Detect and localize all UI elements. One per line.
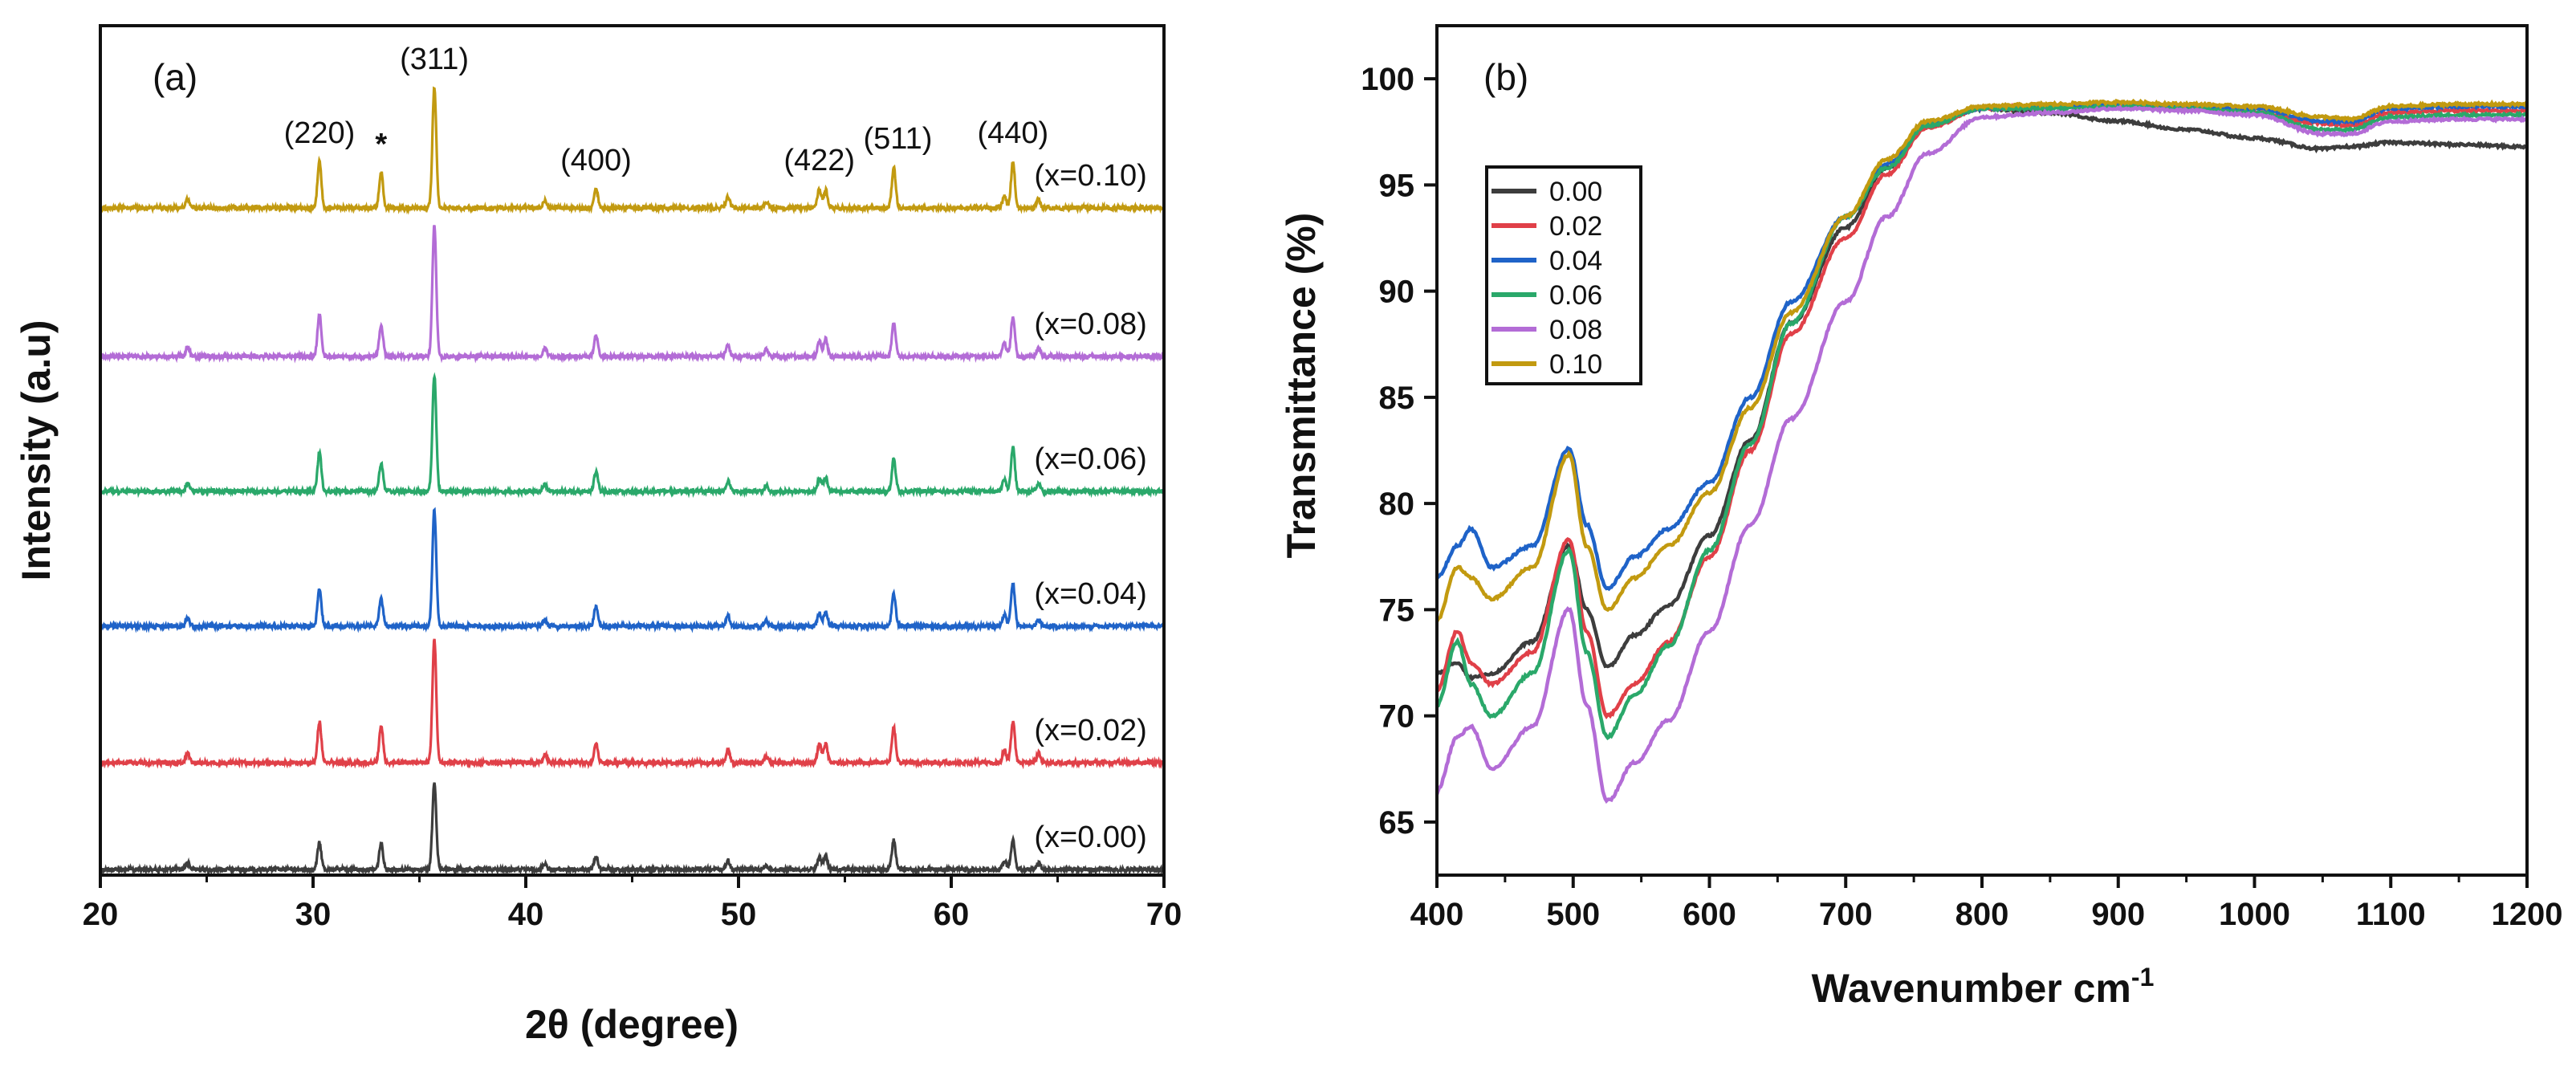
xrd-series-line <box>99 86 1166 215</box>
ftir-legend-label: 0.06 <box>1549 280 1602 311</box>
xrd-series-label: (x=0.06) <box>1034 442 1146 476</box>
ftir-legend-label: 0.02 <box>1549 211 1602 242</box>
ftir-y-ticks: 65 70 75 80 85 90 95 100 <box>1361 62 1437 841</box>
xrd-peak-annotation: (440) <box>977 116 1048 150</box>
ftir-y-axis-label: Transmittance (%) <box>1279 213 1324 559</box>
xrd-series-label: (x=0.02) <box>1034 714 1146 747</box>
ftir-x-tick-label: 1100 <box>2356 897 2426 932</box>
ftir-series-group <box>1435 98 2529 804</box>
ftir-x-tick-label: 800 <box>1955 897 2009 932</box>
xrd-x-tick-label: 20 <box>83 897 119 932</box>
ftir-y-tick-label: 75 <box>1379 593 1415 628</box>
ftir-x-tick-label: 1000 <box>2219 897 2290 932</box>
xrd-x-tick-label: 60 <box>934 897 970 932</box>
xrd-peak-annotations: (220) * (311) (400) (422) (511) (440) <box>284 43 1049 177</box>
ftir-legend-label: 0.00 <box>1549 177 1602 207</box>
ftir-x-tick-label: 1200 <box>2492 897 2563 932</box>
ftir-legend-label: 0.08 <box>1549 315 1602 345</box>
xrd-series-line <box>99 638 1166 770</box>
ftir-y-tick-label: 90 <box>1379 275 1415 310</box>
xrd-series-line <box>99 782 1166 877</box>
xrd-peak-annotation: (422) <box>783 144 855 177</box>
xrd-series-label: (x=0.04) <box>1034 577 1146 611</box>
xrd-series-group <box>99 86 1166 877</box>
xrd-x-tick-label: 50 <box>721 897 757 932</box>
ftir-legend-label: 0.04 <box>1549 246 1602 276</box>
xrd-peak-annotation: (511) <box>864 122 933 156</box>
xrd-x-ticks: 20 30 40 50 60 70 <box>83 875 1182 932</box>
xrd-series-line <box>99 225 1165 364</box>
ftir-x-ticks: 400 500 600 700 800 900 1000 1100 1200 <box>1410 875 2563 932</box>
ftir-x-tick-label: 700 <box>1819 897 1873 932</box>
xrd-series-labels: (x=0.00) (x=0.02) (x=0.04) (x=0.06) (x=0.08)… <box>1034 159 1146 854</box>
xrd-peak-annotation: * <box>375 128 387 161</box>
xrd-series-label: (x=0.00) <box>1034 821 1146 854</box>
xrd-x-tick-label: 70 <box>1146 897 1182 932</box>
xrd-x-tick-label: 30 <box>295 897 332 932</box>
ftir-y-tick-label: 65 <box>1379 805 1415 841</box>
xrd-series-label: (x=0.08) <box>1034 307 1146 341</box>
xrd-series-label: (x=0.10) <box>1034 159 1146 193</box>
xrd-series-line <box>99 507 1166 633</box>
ftir-y-tick-label: 70 <box>1379 699 1415 735</box>
ftir-series-line <box>1435 104 2529 804</box>
ftir-panel-label: (b) <box>1483 56 1528 98</box>
ftir-x-tick-label: 600 <box>1683 897 1736 932</box>
ftir-y-tick-label: 100 <box>1361 62 1414 97</box>
xrd-peak-annotation: (311) <box>400 43 469 76</box>
ftir-panel: 400 500 600 700 800 900 1000 1100 1200 65 70 75 80 8… <box>1279 24 2563 1011</box>
xrd-y-axis-label: Intensity (a.u) <box>14 320 59 580</box>
ftir-series-line <box>1436 101 2529 741</box>
ftir-plot-frame <box>1435 24 2529 877</box>
ftir-x-tick-label: 500 <box>1546 897 1600 932</box>
xrd-series-line <box>99 372 1166 499</box>
ftir-y-tick-label: 95 <box>1379 168 1415 203</box>
ftir-y-tick-label: 85 <box>1379 381 1415 416</box>
xrd-peak-annotation: (400) <box>560 144 632 177</box>
xrd-x-axis-label: 2θ (degree) <box>525 1002 739 1047</box>
ftir-series-line <box>1435 98 2529 623</box>
xrd-peak-annotation: (220) <box>284 116 356 150</box>
xrd-panel: (220) * (311) (400) (422) (511) (440) (x=0.00)… <box>14 24 1182 1047</box>
xrd-x-tick-label: 40 <box>508 897 544 932</box>
ftir-y-tick-label: 80 <box>1379 487 1415 522</box>
ftir-x-tick-label: 400 <box>1410 897 1464 932</box>
ftir-x-tick-label: 900 <box>2091 897 2145 932</box>
ftir-legend-label: 0.10 <box>1549 349 1602 380</box>
ftir-legend-box <box>1485 165 1642 385</box>
ftir-x-axis-label: Wavenumber cm-1 <box>1812 963 2155 1011</box>
xrd-plot-frame <box>99 24 1166 877</box>
ftir-legend: 0.00 0.02 0.04 0.06 0.08 0.10 <box>1485 165 1642 385</box>
xrd-panel-label: (a) <box>153 56 197 98</box>
